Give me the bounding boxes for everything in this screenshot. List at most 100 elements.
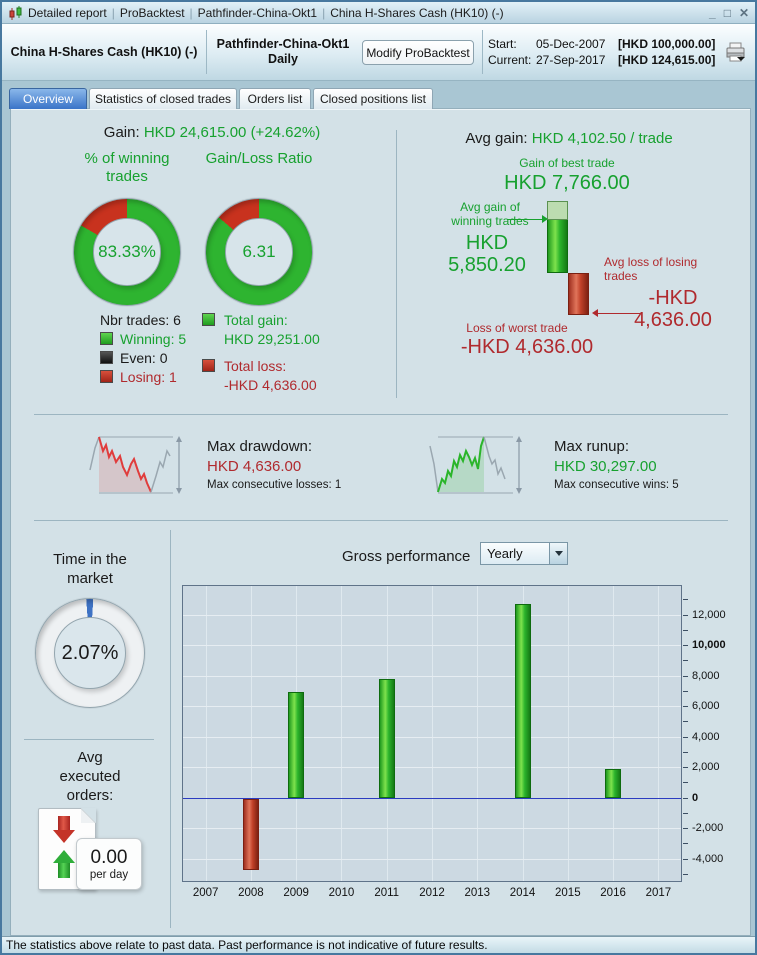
gain-loss-ratio-donut: 6.31	[205, 198, 313, 306]
drawdown-label: Max drawdown:	[207, 438, 313, 455]
avg-orders-title: Avg executed orders:	[59, 749, 121, 804]
avg-win-label: Avg gain of winning trades	[451, 200, 529, 228]
drawdown-value: HKD 4,636.00	[207, 458, 302, 475]
y-axis-tick	[683, 828, 688, 830]
horizontal-gridline	[183, 614, 681, 616]
vertical-gridline	[205, 586, 207, 881]
printer-icon[interactable]	[724, 42, 748, 69]
avg-gain-label: Avg gain:	[465, 130, 528, 147]
y-axis-tick	[683, 645, 688, 647]
horizontal-gridline	[183, 645, 681, 647]
total-loss-value: -HKD 4,636.00	[224, 377, 317, 393]
sell-arrow-icon	[58, 816, 70, 830]
best-trade-value: HKD 7,766.00	[504, 172, 630, 194]
legend-winning: Winning: 5	[120, 331, 187, 347]
title-separator: |	[111, 5, 115, 20]
x-tick-label: 2015	[555, 887, 581, 899]
period-dropdown-value: Yearly	[487, 546, 523, 561]
total-gain-swatch	[202, 313, 215, 326]
avg-orders-unit: per day	[89, 869, 129, 881]
gross-performance-bar-2009	[288, 692, 305, 798]
vertical-gridline	[477, 586, 479, 881]
report-header: China H-Shares Cash (HK10) (-) Pathfinde…	[2, 24, 755, 81]
horizontal-gridline	[183, 736, 681, 738]
time-in-market-donut: 2.07%	[35, 598, 145, 708]
current-label: Current:	[488, 53, 532, 67]
y-axis-tick	[683, 812, 688, 814]
y-axis-tick	[683, 751, 688, 753]
x-tick-label: 2009	[283, 887, 309, 899]
runup-value: HKD 30,297.00	[554, 458, 657, 475]
winning-donut-value: 83.33%	[98, 242, 156, 261]
x-axis-labels: 2007 2008 2009 2010 2011 2012 2013 2014 2015 2016…	[183, 887, 681, 901]
period-dropdown[interactable]: Yearly	[480, 542, 568, 565]
title-separator: |	[322, 5, 326, 20]
instrument-name: China H-Shares Cash (HK10) (-)	[10, 45, 198, 59]
y-tick-label: 12,000	[692, 608, 726, 621]
ratio-donut-value: 6.31	[242, 242, 276, 261]
maximize-icon[interactable]: □	[723, 5, 731, 20]
runup-sub: Max consecutive wins: 5	[554, 479, 679, 491]
horizontal-gridline	[183, 675, 681, 677]
winning-donut-title: % of winning trades	[84, 150, 170, 185]
y-axis-tick	[683, 660, 688, 662]
x-tick-label: 2016	[600, 887, 626, 899]
dropdown-button[interactable]	[549, 543, 567, 564]
tab-overview[interactable]: Overview	[9, 88, 87, 109]
gain-value: HKD 24,615.00 (+24.62%)	[143, 124, 321, 141]
winning-trades-donut: 83.33%	[73, 198, 181, 306]
gross-performance-bar-2008	[242, 799, 259, 870]
start-date: 05-Dec-2007	[536, 37, 606, 51]
legend-even: Even: 0	[120, 350, 168, 366]
losing-swatch	[100, 370, 113, 383]
time-in-market-title: Time in the market	[53, 551, 127, 587]
y-axis-tick	[683, 721, 688, 723]
avg-gain-line: Avg gain: HKD 4,102.50 / trade	[402, 130, 736, 147]
even-swatch	[100, 351, 113, 364]
runup-label: Max runup:	[554, 438, 630, 455]
title-instrument: China H-Shares Cash (HK10) (-)	[330, 5, 504, 20]
avg-orders-box: 0.00 per day	[76, 838, 142, 890]
y-axis-tick	[683, 629, 688, 631]
titlebar[interactable]: Detailed report | ProBacktest | Pathfind…	[2, 2, 755, 24]
vertical-gridline	[432, 586, 433, 881]
gross-performance-bar-2011	[378, 679, 395, 798]
tab-closed-positions-list[interactable]: Closed positions list	[313, 88, 433, 109]
minimize-icon[interactable]: _	[709, 5, 716, 20]
close-icon[interactable]: ✕	[738, 5, 749, 20]
x-tick-label: 2008	[238, 887, 264, 899]
best-trade-label: Gain of best trade	[519, 156, 615, 170]
avg-loss-arrow	[598, 313, 640, 314]
total-gain-value: HKD 29,251.00	[224, 331, 320, 347]
modify-probacktest-button[interactable]: Modify ProBacktest	[362, 40, 474, 65]
current-date: 27-Sep-2017	[536, 53, 606, 67]
x-tick-label: 2012	[419, 887, 445, 899]
y-axis-tick	[683, 614, 688, 616]
y-axis-tick	[683, 873, 688, 875]
vertical-gridline	[250, 586, 252, 881]
y-axis: -4,000 -2,000 0 2,000 4,000 6,000 8,000 10,000 1…	[683, 585, 755, 882]
y-axis-tick	[683, 782, 688, 784]
y-tick-label: 6,000	[692, 700, 720, 713]
time-in-market-value: 2.07%	[61, 641, 119, 664]
avg-orders-value: 0.00	[90, 847, 128, 868]
gain-line: Gain: HKD 24,615.00 (+24.62%)	[32, 124, 392, 141]
avg-loss-label: Avg loss of losing trades	[604, 255, 698, 283]
y-tick-label: -4,000	[692, 852, 724, 865]
tab-statistics-of-closed-trades[interactable]: Statistics of closed trades	[89, 88, 237, 109]
vertical-gridline	[341, 586, 343, 881]
y-axis-tick	[683, 858, 688, 860]
current-value: [HKD 124,615.00]	[618, 53, 716, 67]
tab-orders-list[interactable]: Orders list	[239, 88, 311, 109]
gross-performance-label: Gross performance	[342, 548, 471, 565]
horizontal-gridline	[183, 767, 681, 769]
sell-arrowhead	[53, 830, 75, 843]
start-label: Start:	[488, 37, 517, 51]
avg-win-arrow	[507, 219, 543, 220]
chevron-down-icon	[554, 551, 563, 556]
buy-arrowhead	[53, 850, 75, 863]
disclaimer-bar: The statistics above relate to past data…	[2, 936, 755, 953]
total-loss-label: Total loss:	[224, 358, 287, 374]
x-tick-label: 2013	[464, 887, 491, 899]
winning-swatch	[100, 332, 113, 345]
